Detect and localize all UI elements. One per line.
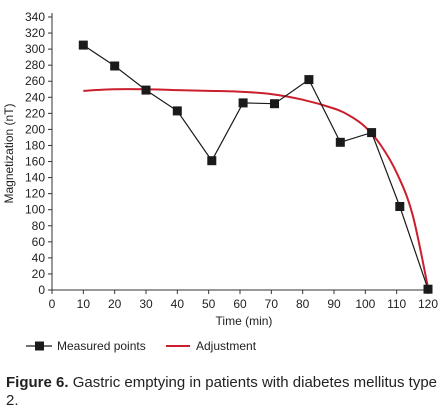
x-tick-label: 110	[387, 297, 406, 311]
data-point-measured	[395, 202, 405, 211]
y-tick-label: 180	[25, 138, 45, 152]
figure-caption-label: Figure 6.	[6, 374, 69, 391]
y-axis-ticks: 0 20 40 60 80 100 120 140 160 180 200 220 240 260 280 3…	[25, 10, 52, 297]
series-measured-line	[82, 44, 429, 290]
y-tick-label: 160	[25, 155, 45, 169]
data-point-measured	[238, 98, 248, 108]
x-tick-label: 40	[171, 297, 185, 311]
x-tick-label: 60	[233, 297, 247, 311]
y-tick-label: 340	[25, 10, 45, 24]
legend-label-adjustment: Adjustment	[196, 339, 257, 353]
figure-caption: Figure 6. Gastric emptying in patients w…	[6, 374, 438, 410]
y-tick-label: 120	[25, 187, 45, 201]
series-adjustment-curve	[83, 88, 429, 288]
data-point-measured	[423, 284, 433, 294]
y-tick-label: 60	[32, 235, 46, 249]
legend: Measured points Adjustment	[26, 339, 257, 353]
data-point-measured	[78, 40, 88, 50]
x-tick-label: 70	[265, 297, 279, 311]
y-tick-label: 100	[25, 203, 45, 217]
data-point-measured	[367, 128, 377, 138]
y-tick-label: 320	[25, 26, 45, 40]
x-axis-ticks: 0 10 20 30 40 50 60 70 80 90 100 110 120	[49, 290, 438, 311]
y-tick-label: 40	[32, 251, 46, 265]
y-tick-label: 260	[25, 74, 45, 88]
data-point-measured	[141, 85, 151, 95]
y-tick-label: 0	[38, 283, 45, 297]
data-point-measured	[270, 99, 279, 109]
x-tick-label: 90	[327, 297, 341, 311]
legend-item-measured: Measured points	[26, 339, 146, 353]
chart: 0204060801001201401601802002202402602803…	[2, 10, 438, 353]
data-point-measured	[304, 75, 314, 85]
x-axis-label: Time (min)	[216, 314, 273, 328]
x-tick-label: 30	[139, 297, 153, 311]
figure-caption-text: Gastric emptying in patients with diabet…	[6, 374, 438, 409]
y-tick-label: 80	[32, 219, 46, 233]
data-point-measured	[172, 106, 182, 116]
y-tick-label: 20	[32, 267, 46, 281]
y-tick-label: 140	[25, 171, 45, 185]
data-point-measured	[335, 137, 345, 147]
y-axis-label: Magnetization (nT)	[2, 103, 16, 203]
legend-label-measured: Measured points	[57, 339, 146, 353]
data-point-measured	[207, 156, 217, 166]
x-tick-label: 0	[49, 297, 56, 311]
y-tick-label: 240	[25, 90, 45, 104]
x-tick-label: 80	[296, 297, 310, 311]
data-point-measured	[110, 61, 120, 71]
y-tick-label: 200	[25, 122, 45, 136]
x-tick-label: 100	[355, 297, 375, 311]
legend-swatch-measured-marker	[35, 341, 44, 351]
x-tick-label: 120	[418, 297, 438, 311]
series-layer	[78, 40, 433, 294]
y-tick-label: 280	[25, 58, 45, 72]
x-tick-label: 10	[77, 297, 91, 311]
legend-item-adjustment: Adjustment	[166, 339, 257, 353]
y-tick-label: 220	[25, 106, 45, 120]
x-tick-label: 50	[202, 297, 216, 311]
y-tick-label: 300	[25, 42, 45, 56]
x-tick-label: 20	[108, 297, 122, 311]
